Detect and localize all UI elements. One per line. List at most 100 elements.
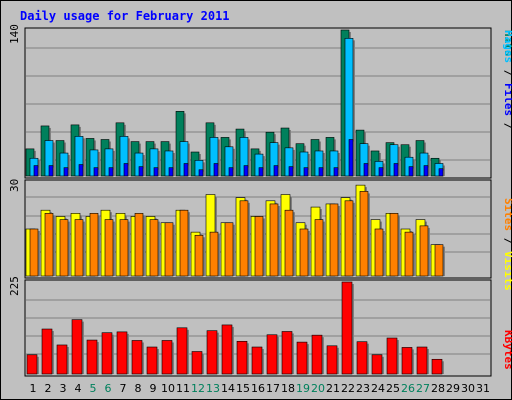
bar-pages-day-24 xyxy=(378,167,384,177)
bar-pages-day-13 xyxy=(213,163,219,177)
x-tick-label-day-5: 5 xyxy=(90,382,97,395)
bar-sites-day-6 xyxy=(104,219,114,277)
x-tick-label-day-18: 18 xyxy=(281,382,295,395)
x-tick-label-day-2: 2 xyxy=(45,382,52,395)
bar-sites-day-18 xyxy=(284,209,294,277)
bar-kbytes-day-7 xyxy=(116,331,128,375)
bar-pages-day-3 xyxy=(63,167,69,177)
x-tick-label-day-3: 3 xyxy=(60,382,67,395)
legend-sites: Sites xyxy=(502,198,512,231)
x-tick-label-day-17: 17 xyxy=(266,382,280,395)
bar-pages-day-23 xyxy=(363,163,369,177)
bar-kbytes-day-25 xyxy=(386,337,398,375)
bar-sites-day-21 xyxy=(329,203,339,277)
x-tick-label-day-14: 14 xyxy=(221,382,235,395)
bar-kbytes-day-15 xyxy=(236,340,248,375)
legend-files: Files xyxy=(502,83,512,116)
bar-sites-day-23 xyxy=(359,191,369,277)
x-tick-label-day-24: 24 xyxy=(371,382,385,395)
bar-pages-day-10 xyxy=(168,167,174,177)
bar-pages-day-18 xyxy=(288,166,294,177)
bar-kbytes-day-19 xyxy=(296,341,308,375)
x-tick-label-day-12: 12 xyxy=(191,382,205,395)
bar-sites-day-8 xyxy=(134,213,144,277)
x-tick-label-day-30: 30 xyxy=(461,382,475,395)
bar-sites-day-7 xyxy=(119,219,129,277)
bar-kbytes-day-1 xyxy=(26,354,38,375)
bar-sites-day-20 xyxy=(314,219,324,277)
bar-sites-day-28 xyxy=(434,244,444,277)
bar-sites-day-26 xyxy=(404,231,414,277)
x-tick-label-day-23: 23 xyxy=(356,382,370,395)
bar-pages-day-21 xyxy=(333,167,339,177)
bar-pages-day-12 xyxy=(198,169,204,177)
x-tick-label-day-28: 28 xyxy=(431,382,445,395)
bar-kbytes-day-14 xyxy=(221,324,233,375)
legend-sep-3: / xyxy=(502,238,512,251)
bar-pages-day-2 xyxy=(48,165,54,177)
bar-pages-day-4 xyxy=(78,164,84,177)
bar-kbytes-day-12 xyxy=(191,351,203,375)
bar-kbytes-day-9 xyxy=(146,346,158,375)
bar-kbytes-day-10 xyxy=(161,340,173,375)
legend-kbytes: KBytes xyxy=(502,330,512,370)
bar-pages-day-16 xyxy=(258,167,264,177)
x-tick-label-day-29: 29 xyxy=(446,382,460,395)
bar-kbytes-day-4 xyxy=(71,319,83,375)
bar-kbytes-day-27 xyxy=(416,346,428,375)
bar-pages-day-27 xyxy=(423,165,429,177)
x-tick-label-day-20: 20 xyxy=(311,382,325,395)
bar-pages-day-20 xyxy=(318,167,324,177)
bar-sites-day-2 xyxy=(44,213,54,277)
bar-kbytes-day-3 xyxy=(56,344,68,375)
bar-kbytes-day-2 xyxy=(41,328,53,375)
pages-files-legend: Pages / Files / xyxy=(502,30,512,130)
x-tick-label-day-13: 13 xyxy=(206,382,220,395)
bar-kbytes-day-26 xyxy=(401,347,413,375)
bar-kbytes-day-22 xyxy=(341,281,353,375)
bar-kbytes-day-18 xyxy=(281,331,293,375)
x-tick-label-day-21: 21 xyxy=(326,382,340,395)
bar-pages-day-11 xyxy=(183,163,189,177)
x-tick-label-day-9: 9 xyxy=(150,382,157,395)
bar-pages-day-7 xyxy=(123,163,129,177)
bar-kbytes-day-16 xyxy=(251,346,263,375)
bar-pages-day-14 xyxy=(228,167,234,177)
bar-sites-day-16 xyxy=(254,216,264,277)
bar-pages-day-28 xyxy=(438,168,444,177)
bar-sites-day-13 xyxy=(209,231,219,277)
x-tick-label-day-25: 25 xyxy=(386,382,400,395)
bar-pages-day-9 xyxy=(153,167,159,177)
legend-sep-2: / xyxy=(502,123,512,130)
bar-sites-day-25 xyxy=(389,213,399,277)
bar-kbytes-day-24 xyxy=(371,354,383,375)
bar-kbytes-day-17 xyxy=(266,334,278,375)
bar-kbytes-day-8 xyxy=(131,340,143,375)
bar-sites-day-15 xyxy=(239,200,249,277)
kbytes-panel xyxy=(24,279,492,377)
bar-kbytes-day-23 xyxy=(356,341,368,375)
kbytes-ymax-label: 225 xyxy=(8,276,21,296)
bar-pages-day-6 xyxy=(108,167,114,177)
x-tick-label-day-16: 16 xyxy=(251,382,265,395)
bar-pages-day-17 xyxy=(273,165,279,177)
x-tick-label-day-4: 4 xyxy=(75,382,82,395)
bar-sites-day-11 xyxy=(179,209,189,277)
x-tick-label-day-27: 27 xyxy=(416,382,430,395)
bar-kbytes-day-13 xyxy=(206,330,218,375)
bar-sites-day-17 xyxy=(269,203,279,277)
x-tick-label-day-10: 10 xyxy=(161,382,175,395)
x-tick-label-day-26: 26 xyxy=(401,382,415,395)
bar-sites-day-1 xyxy=(29,228,39,277)
x-tick-label-day-6: 6 xyxy=(105,382,112,395)
bar-sites-day-22 xyxy=(344,200,354,277)
legend-visits: Visits xyxy=(502,251,512,291)
bar-kbytes-day-5 xyxy=(86,339,98,375)
x-tick-label-day-8: 8 xyxy=(135,382,142,395)
bar-pages-day-5 xyxy=(93,167,99,177)
hits-ymax-label: 140 xyxy=(8,24,21,44)
bar-sites-day-27 xyxy=(419,225,429,277)
bar-pages-day-19 xyxy=(303,167,309,177)
visits-legend: Sites / Visits xyxy=(502,198,512,291)
